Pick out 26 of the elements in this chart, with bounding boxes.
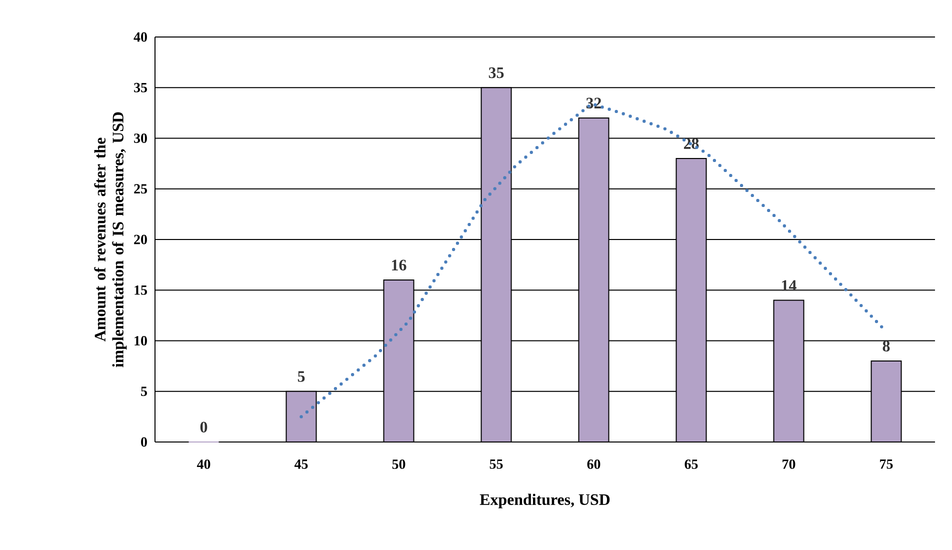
x-tick-label: 55 [490,460,503,469]
y-tick-label: 15 [134,285,147,295]
x-tick-label: 50 [392,460,406,469]
data-label: 16 [392,260,406,270]
x-tick-label: 45 [294,460,308,469]
x-tick-label: 70 [782,460,796,469]
x-tick-label: 65 [684,460,698,469]
data-label: 8 [882,340,890,352]
x-axis-title: Expenditures, USD [480,494,610,508]
y-tick-label: 30 [134,134,147,143]
data-label: 5 [298,371,305,382]
y-tick-label: 25 [134,184,147,194]
y-axis-title: Amount of revenues after the implementation of IS measures, USD [94,112,127,368]
data-label: 0 [200,422,208,432]
data-label: 32 [586,98,602,108]
y-tick-label: 40 [134,32,147,42]
x-tick-label: 75 [880,460,893,469]
y-tick-label: 35 [134,82,147,92]
data-label: 35 [488,67,504,78]
y-tick-label: 10 [134,336,147,346]
y-tick-label: 5 [141,386,147,396]
x-tick-label: 40 [196,460,210,469]
data-label: 14 [782,280,796,291]
y-tick-label: 0 [141,437,147,447]
x-tick-label: 60 [587,460,600,469]
y-tick-label: 20 [134,234,147,244]
